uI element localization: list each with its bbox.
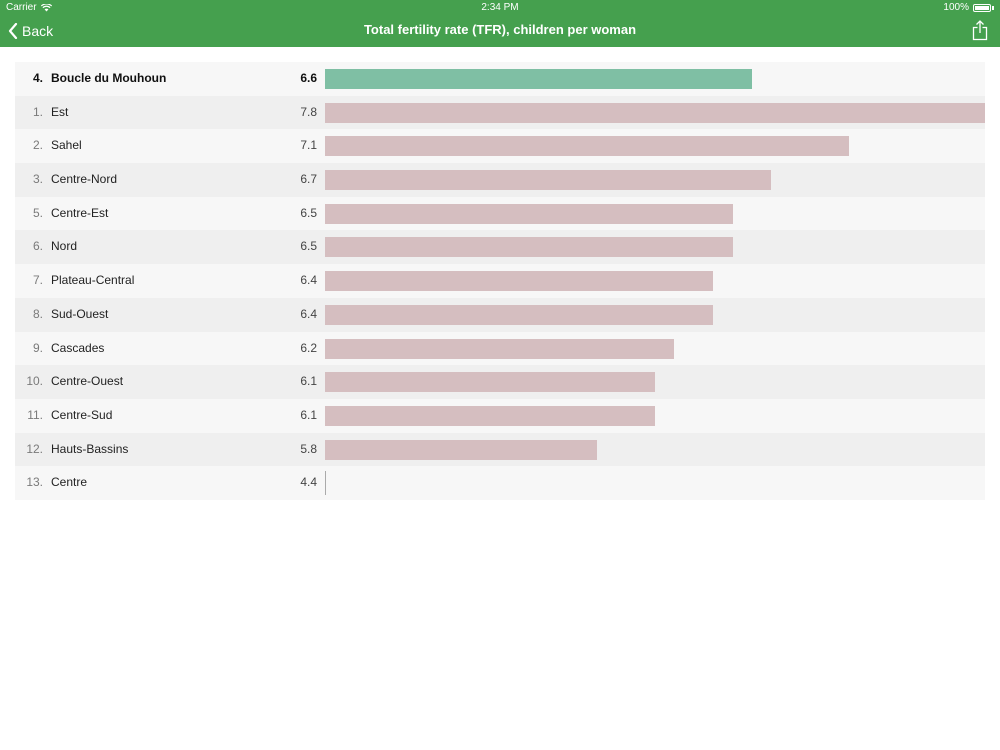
region-name: Hauts-Bassins (51, 441, 129, 456)
row-rank: 4. (32, 71, 43, 85)
bar (325, 304, 714, 325)
clock: 2:34 PM (481, 2, 519, 13)
region-name: Est (51, 104, 69, 119)
row-rank: 10. (26, 374, 43, 389)
status-bar: Carrier 2:34 PM 100% (0, 0, 1000, 16)
chart-row[interactable]: 6. Nord 6.5 (15, 230, 985, 265)
value-label: 6.1 (300, 374, 317, 389)
region-name: Cascades (51, 340, 105, 355)
value-label: 5.8 (300, 441, 317, 456)
region-name: Centre-Ouest (51, 374, 124, 389)
battery-icon (973, 4, 991, 12)
ranking-chart: 4. Boucle du Mouhoun 6.6 1. Est 7.8 2. Sahel 7.1… (15, 62, 985, 500)
row-rank: 13. (26, 475, 43, 490)
row-rank: 8. (32, 306, 43, 321)
region-name: Sud-Ouest (51, 306, 109, 321)
battery-percent: 100% (943, 2, 969, 13)
value-label: 6.5 (300, 239, 317, 254)
share-icon (972, 20, 988, 41)
battery-tip (992, 6, 994, 10)
page-title: Total fertility rate (TFR), children per… (363, 22, 637, 37)
wifi-icon (40, 4, 52, 12)
bar (325, 405, 655, 426)
row-rank: 5. (32, 205, 43, 220)
bar (325, 271, 714, 292)
value-label: 6.7 (300, 172, 317, 187)
value-label: 7.1 (300, 138, 317, 153)
row-rank: 3. (32, 172, 43, 187)
value-label: 6.6 (300, 71, 317, 85)
chart-row[interactable]: 9. Cascades 6.2 (15, 331, 985, 366)
region-name: Nord (51, 239, 78, 254)
bar (325, 471, 326, 496)
bar (325, 69, 753, 89)
row-rank: 12. (26, 441, 43, 456)
chart-row[interactable]: 8. Sud-Ouest 6.4 (15, 297, 985, 332)
chart-row[interactable]: 12. Hauts-Bassins 5.8 (15, 432, 985, 467)
value-label: 4.4 (300, 475, 317, 490)
value-label: 7.8 (300, 104, 317, 119)
back-label: Back (22, 23, 54, 39)
region-name: Boucle du Mouhoun (51, 71, 167, 85)
row-rank: 9. (32, 340, 43, 355)
chart-row[interactable]: 4. Boucle du Mouhoun 6.6 (15, 62, 985, 96)
chart-row[interactable]: 11. Centre-Sud 6.1 (15, 398, 985, 433)
carrier-indicator: Carrier (6, 0, 52, 16)
bar (325, 102, 985, 123)
battery-indicator: 100% (943, 0, 994, 16)
carrier-label: Carrier (6, 2, 37, 13)
bar (325, 203, 733, 224)
value-label: 6.2 (300, 340, 317, 355)
region-name: Centre-Sud (51, 407, 113, 422)
bar (325, 439, 597, 460)
bar (325, 237, 733, 258)
row-rank: 11. (27, 407, 43, 422)
bar (325, 170, 772, 191)
back-button[interactable]: Back (8, 20, 53, 42)
chart-row[interactable]: 13. Centre 4.4 (15, 466, 985, 500)
chart-row[interactable]: 10. Centre-Ouest 6.1 (15, 365, 985, 399)
chevron-left-icon (8, 23, 18, 39)
chart-row[interactable]: 2. Sahel 7.1 (15, 129, 985, 164)
region-name: Plateau-Central (51, 273, 135, 288)
row-rank: 2. (32, 138, 43, 153)
row-rank: 6. (32, 239, 43, 254)
region-name: Sahel (51, 138, 82, 153)
value-label: 6.4 (300, 306, 317, 321)
value-label: 6.5 (300, 205, 317, 220)
bar (325, 372, 655, 393)
chart-row[interactable]: 3. Centre-Nord 6.7 (15, 163, 985, 197)
chart-row[interactable]: 7. Plateau-Central 6.4 (15, 264, 985, 298)
share-button[interactable] (972, 19, 988, 46)
value-label: 6.1 (300, 407, 317, 422)
row-rank: 7. (32, 273, 43, 288)
row-rank: 1. (32, 104, 43, 119)
value-label: 6.4 (300, 273, 317, 288)
region-name: Centre-Est (51, 205, 109, 220)
bar (325, 338, 675, 359)
region-name: Centre (51, 475, 88, 490)
navigation-bar: Back Total fertility rate (TFR), childre… (0, 16, 1000, 47)
app-header: Carrier 2:34 PM 100% Back Total fertilit… (0, 0, 1000, 47)
region-name: Centre-Nord (51, 172, 118, 187)
bar (325, 136, 850, 157)
chart-row[interactable]: 1. Est 7.8 (15, 95, 985, 130)
chart-row[interactable]: 5. Centre-Est 6.5 (15, 196, 985, 231)
